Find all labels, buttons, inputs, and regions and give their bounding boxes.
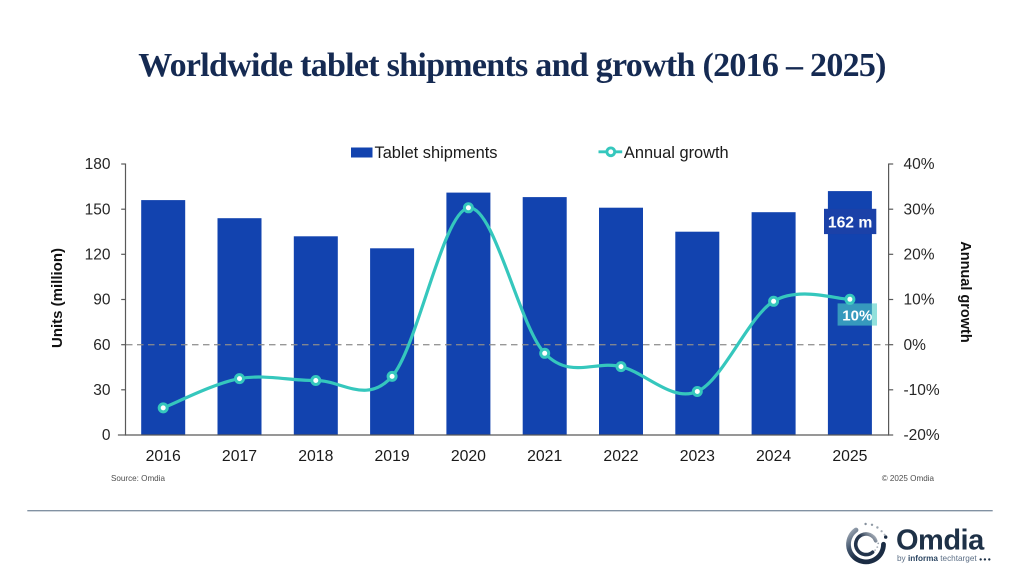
svg-text:2025: 2025 (832, 448, 867, 465)
svg-text:Annual growth: Annual growth (957, 241, 973, 343)
svg-text:2023: 2023 (680, 448, 715, 465)
svg-text:2019: 2019 (375, 448, 410, 465)
svg-text:© 2025 Omdia: © 2025 Omdia (882, 474, 935, 483)
svg-text:60: 60 (93, 337, 111, 354)
svg-text:10%: 10% (842, 308, 872, 325)
svg-text:20%: 20% (904, 247, 935, 264)
svg-text:-10%: -10% (904, 382, 940, 399)
svg-text:2016: 2016 (146, 448, 181, 465)
svg-text:2018: 2018 (298, 448, 333, 465)
svg-text:2020: 2020 (451, 448, 486, 465)
svg-text:150: 150 (85, 201, 111, 218)
svg-text:180: 180 (85, 156, 111, 173)
svg-text:Units (million): Units (million) (49, 248, 66, 348)
svg-text:30: 30 (93, 382, 111, 399)
svg-text:Source: Omdia: Source: Omdia (111, 474, 165, 483)
svg-text:10%: 10% (904, 292, 935, 309)
svg-text:120: 120 (85, 247, 111, 264)
svg-text:Annual growth: Annual growth (624, 144, 729, 162)
svg-text:0: 0 (102, 427, 111, 444)
svg-text:40%: 40% (904, 156, 935, 173)
svg-text:0%: 0% (904, 337, 927, 354)
svg-text:-20%: -20% (904, 427, 940, 444)
svg-text:2024: 2024 (756, 448, 791, 465)
svg-text:Tablet shipments: Tablet shipments (375, 144, 498, 162)
svg-text:90: 90 (93, 292, 111, 309)
svg-text:2017: 2017 (222, 448, 257, 465)
svg-text:Worldwide tablet shipments and: Worldwide tablet shipments and growth (2… (138, 47, 886, 84)
svg-text:162 m: 162 m (828, 215, 872, 232)
svg-text:30%: 30% (904, 201, 935, 218)
svg-text:2022: 2022 (603, 448, 638, 465)
svg-text:2021: 2021 (527, 448, 562, 465)
svg-text:Omdia: Omdia (896, 525, 985, 557)
svg-text:by informa techtarget ●●●: by informa techtarget ●●● (897, 554, 992, 563)
